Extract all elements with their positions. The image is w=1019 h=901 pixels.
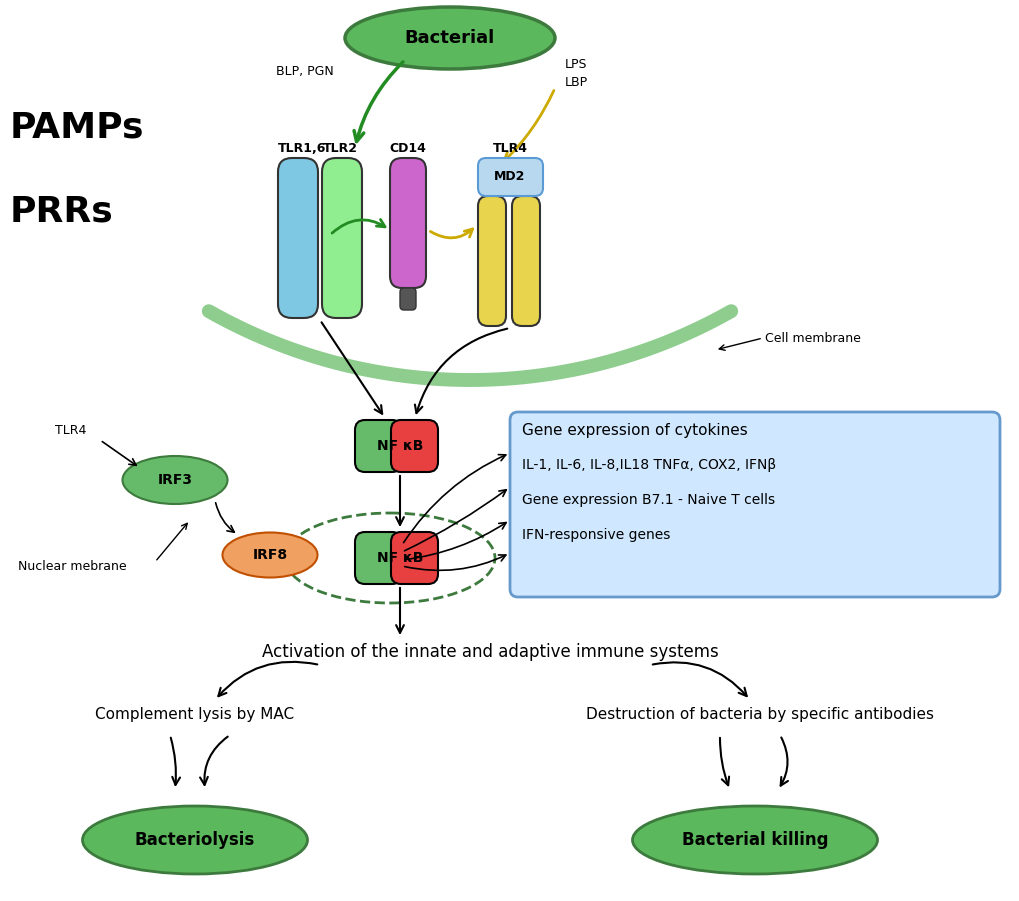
FancyArrowPatch shape — [102, 441, 137, 465]
Text: Bacterial: Bacterial — [405, 29, 494, 47]
FancyArrowPatch shape — [430, 229, 472, 238]
Ellipse shape — [344, 7, 554, 69]
FancyArrowPatch shape — [405, 523, 505, 560]
FancyArrowPatch shape — [321, 323, 382, 414]
Text: Nuclear mebrane: Nuclear mebrane — [18, 560, 126, 572]
Text: Bacterial killing: Bacterial killing — [681, 831, 827, 849]
FancyArrowPatch shape — [415, 329, 506, 413]
FancyArrowPatch shape — [395, 587, 404, 633]
Text: NF κB: NF κB — [376, 439, 423, 453]
FancyArrowPatch shape — [200, 737, 227, 785]
Text: LPS: LPS — [565, 59, 587, 71]
FancyBboxPatch shape — [355, 532, 401, 584]
Ellipse shape — [222, 532, 317, 578]
FancyBboxPatch shape — [390, 532, 437, 584]
FancyBboxPatch shape — [322, 158, 362, 318]
Text: Gene expression B7.1 - Naive T cells: Gene expression B7.1 - Naive T cells — [522, 493, 774, 507]
FancyArrowPatch shape — [395, 476, 404, 525]
Text: Complement lysis by MAC: Complement lysis by MAC — [96, 707, 294, 723]
FancyBboxPatch shape — [355, 420, 401, 472]
Text: NF κB: NF κB — [376, 551, 423, 565]
FancyBboxPatch shape — [389, 158, 426, 288]
Ellipse shape — [83, 806, 307, 874]
FancyArrowPatch shape — [405, 555, 505, 570]
FancyArrowPatch shape — [719, 738, 729, 786]
Text: Activation of the innate and adaptive immune systems: Activation of the innate and adaptive im… — [261, 643, 717, 661]
FancyArrowPatch shape — [652, 662, 746, 696]
FancyArrowPatch shape — [218, 662, 317, 696]
Text: Bacteriolysis: Bacteriolysis — [135, 831, 255, 849]
Ellipse shape — [632, 806, 876, 874]
FancyArrowPatch shape — [503, 90, 553, 161]
FancyArrowPatch shape — [405, 490, 505, 551]
Text: TLR2: TLR2 — [323, 141, 358, 154]
FancyBboxPatch shape — [278, 158, 318, 318]
FancyArrowPatch shape — [718, 339, 759, 350]
FancyArrowPatch shape — [404, 455, 505, 542]
Text: TLR4: TLR4 — [55, 423, 87, 436]
Text: Destruction of bacteria by specific antibodies: Destruction of bacteria by specific anti… — [586, 707, 933, 723]
FancyArrowPatch shape — [170, 738, 179, 785]
Text: PAMPs: PAMPs — [10, 110, 145, 144]
Ellipse shape — [122, 456, 227, 504]
Text: Cell membrane: Cell membrane — [764, 332, 860, 344]
Text: LBP: LBP — [565, 76, 588, 88]
Text: PRRs: PRRs — [10, 195, 114, 229]
Text: BLP, PGN: BLP, PGN — [276, 66, 333, 78]
Text: MD2: MD2 — [494, 170, 525, 184]
FancyBboxPatch shape — [512, 196, 539, 326]
FancyBboxPatch shape — [399, 288, 416, 310]
FancyArrowPatch shape — [332, 220, 384, 233]
Text: TLR1,6: TLR1,6 — [278, 141, 326, 154]
FancyBboxPatch shape — [390, 420, 437, 472]
Text: IRF3: IRF3 — [157, 473, 193, 487]
Text: IL-1, IL-6, IL-8,IL18 TNFα, COX2, IFNβ: IL-1, IL-6, IL-8,IL18 TNFα, COX2, IFNβ — [522, 458, 775, 472]
Text: Gene expression of cytokines: Gene expression of cytokines — [522, 423, 747, 438]
Text: IFN-responsive genes: IFN-responsive genes — [522, 528, 669, 542]
Text: CD14: CD14 — [389, 141, 426, 154]
FancyBboxPatch shape — [478, 158, 542, 196]
FancyBboxPatch shape — [478, 196, 505, 326]
FancyArrowPatch shape — [215, 503, 234, 532]
FancyArrowPatch shape — [354, 62, 403, 141]
FancyBboxPatch shape — [510, 412, 999, 597]
Text: IRF8: IRF8 — [252, 548, 287, 562]
FancyArrowPatch shape — [780, 737, 788, 786]
Text: TLR4: TLR4 — [492, 141, 527, 154]
